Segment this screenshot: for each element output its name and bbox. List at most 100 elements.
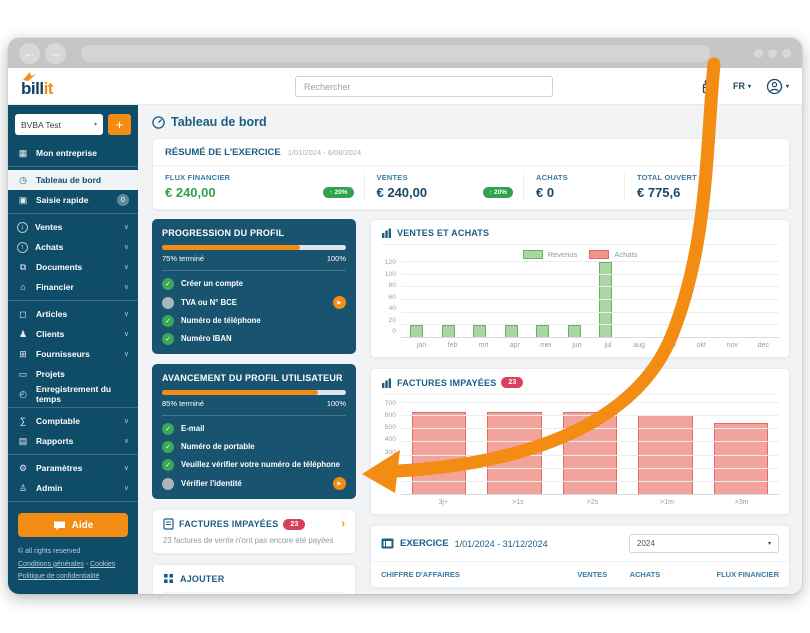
gridline	[401, 261, 779, 262]
sidebar-item-label: Comptable	[36, 416, 80, 426]
progress-bar	[162, 245, 346, 250]
terms-link[interactable]: Conditions générales	[18, 560, 84, 568]
profile-menu[interactable]: ▾	[766, 78, 789, 95]
play-button[interactable]: ▶	[333, 296, 346, 309]
y-tick-label: 0	[392, 328, 396, 335]
dashboard-icon: ◷	[19, 174, 27, 185]
plot-area	[401, 402, 779, 495]
people-icon: ♟	[18, 328, 28, 339]
sidebar-item-admin[interactable]: ♙ Admin ∨	[8, 478, 138, 498]
checklist-item[interactable]: ✓ Veuillez vérifier votre numéro de télé…	[162, 459, 346, 471]
divider	[8, 454, 138, 455]
gridline	[401, 467, 779, 469]
billit-logo[interactable]: billit	[21, 72, 53, 97]
card-title: AVANCEMENT DU PROFIL UTILISATEUR	[162, 373, 343, 383]
sidebar-item-projets[interactable]: ▭ Projets	[8, 364, 138, 384]
trend-badge: ↑ 20%	[323, 187, 354, 198]
x-tick-label: sep	[664, 342, 676, 349]
year-select[interactable]: 2024 ▾	[629, 534, 779, 553]
sidebar-item-rapports[interactable]: ▤ Rapports ∨	[8, 431, 138, 451]
sidebar-item-label: Financier	[36, 282, 74, 292]
sidebar-item-enregistrement-du-temps[interactable]: ◴ Enregistrement du temps	[8, 384, 138, 404]
checklist-item[interactable]: ✓ E-mail ▶	[162, 423, 346, 435]
divider	[8, 407, 138, 408]
play-button[interactable]: ▶	[333, 477, 346, 490]
y-tick-label: 300	[384, 448, 396, 456]
sidebar-item-label: Clients	[36, 329, 65, 339]
help-button[interactable]: Aide	[18, 513, 128, 538]
sidebar-item-articles[interactable]: ◻ Articles ∨	[8, 304, 138, 324]
sidebar-item-label: Tableau de bord	[36, 175, 102, 185]
cookies-link[interactable]: Cookies	[90, 560, 116, 568]
sidebar-item-financier[interactable]: ⌂ Financier ∨	[8, 277, 138, 297]
chevron-down-icon: ▾	[747, 83, 751, 90]
checklist-item[interactable]: TVA ou N° BCE ▶	[162, 296, 346, 309]
sidebar-item-tableau-de-bord[interactable]: ◷ Tableau de bord	[8, 170, 138, 190]
y-tick-label: 20	[388, 316, 396, 324]
x-axis: 3j+ >1s >2s >1m >3m	[406, 499, 779, 506]
exercice-card: EXERCICE 1/01/2024 - 31/12/2024 2024 ▾ C…	[370, 525, 790, 588]
status-icon: ✓	[162, 441, 174, 453]
privacy-link[interactable]: Politique de confidentialité	[18, 573, 100, 581]
y-axis: 700 600 500 400 300 200 100 0	[381, 400, 401, 492]
column-header: CHIFFRE D'AFFAIRES	[381, 570, 460, 579]
y-tick-label: 0	[392, 484, 396, 492]
unpaid-invoices-card[interactable]: FACTURES IMPAYÉES 23 › 23 factures de ve…	[152, 509, 356, 554]
browser-address-bar[interactable]	[81, 44, 710, 62]
browser-back-button[interactable]: ←	[19, 42, 40, 64]
checklist-item[interactable]: ✓ Numéro de téléphone ▶	[162, 315, 346, 327]
checklist-item[interactable]: ✓ Créer un compte ▶	[162, 278, 346, 290]
add-card: AJOUTER Facture ›	[152, 564, 356, 594]
status-icon: ✓	[162, 459, 174, 471]
metric-value: € 240,00	[165, 185, 216, 200]
sidebar-item-ventes[interactable]: ↓ Ventes ∨	[8, 217, 138, 237]
sidebar-item-clients[interactable]: ♟ Clients ∨	[8, 324, 138, 344]
browser-forward-button[interactable]: →	[45, 42, 66, 64]
column-header: FLUX FINANCIER	[716, 570, 780, 579]
checklist: ✓ E-mail ▶ ✓ Numéro de portable ▶ ✓	[162, 416, 346, 490]
grid-icon	[164, 574, 173, 583]
exercice-title: EXERCICE	[400, 538, 449, 549]
x-tick-label: feb	[447, 342, 458, 349]
add-company-button[interactable]: +	[108, 114, 131, 135]
x-tick-label: >1s	[512, 499, 524, 506]
window-control-dot[interactable]	[754, 48, 763, 58]
add-invoice-row[interactable]: Facture ›	[163, 593, 345, 594]
suppliers-icon: ⊞	[19, 348, 27, 359]
x-tick-label: apr	[509, 342, 520, 349]
briefcase-icon: ▭	[18, 368, 28, 379]
x-tick-label: aug	[633, 342, 645, 349]
checklist-item[interactable]: ✓ Numéro de portable ▶	[162, 441, 346, 453]
sidebar-item-parametres[interactable]: ⚙ Paramètres ∨	[8, 458, 138, 478]
sidebar-item-saisie-rapide[interactable]: ▣ Saisie rapide 0	[8, 190, 138, 210]
box-icon: ◻	[19, 308, 27, 319]
sidebar-item-label: Paramètres	[36, 463, 83, 473]
sidebar: BVBA Test ▾ + ▦ Mon entreprise ◷ Tableau…	[8, 105, 138, 594]
sidebar-item-mon-entreprise[interactable]: ▦ Mon entreprise	[8, 143, 138, 163]
language-selector[interactable]: FR ▾	[733, 81, 751, 91]
sidebar-item-achats[interactable]: ↑ Achats ∨	[8, 237, 138, 257]
gift-icon[interactable]	[701, 78, 718, 95]
sidebar-nav: ▦ Mon entreprise ◷ Tableau de bord ▣ Sai…	[8, 143, 138, 508]
window-control-dot[interactable]	[782, 48, 791, 58]
person-icon: ♙	[18, 482, 28, 493]
search-input[interactable]	[295, 76, 553, 97]
window-control-dot[interactable]	[768, 48, 777, 58]
progress-percent-label: 85% terminé	[162, 399, 205, 408]
sidebar-item-fournisseurs[interactable]: ⊞ Fournisseurs ∨	[8, 344, 138, 364]
company-select[interactable]: BVBA Test ▾	[15, 114, 103, 135]
bank-icon: ⌂	[20, 282, 26, 292]
factures-impayees-chart-card: FACTURES IMPAYÉES 23 700 600 500 400 300 200 1…	[370, 368, 790, 515]
sidebar-item-documents[interactable]: ⧉ Documents ∨	[8, 257, 138, 277]
browser-window: ← → billit FR	[8, 38, 802, 594]
accountant-icon: ∑	[19, 416, 27, 426]
legend-swatch-revenus	[522, 250, 543, 259]
checklist-item[interactable]: ✓ Numéro IBAN ▶	[162, 333, 346, 345]
status-icon: ✓	[162, 423, 174, 435]
gridline	[401, 480, 779, 482]
x-tick-label: mrt	[478, 342, 489, 349]
gridline	[401, 415, 779, 417]
chart-bar	[441, 324, 455, 337]
sidebar-item-comptable[interactable]: ∑ Comptable ∨	[8, 411, 138, 431]
checklist-item[interactable]: Vérifier l'identité ▶	[162, 477, 346, 490]
